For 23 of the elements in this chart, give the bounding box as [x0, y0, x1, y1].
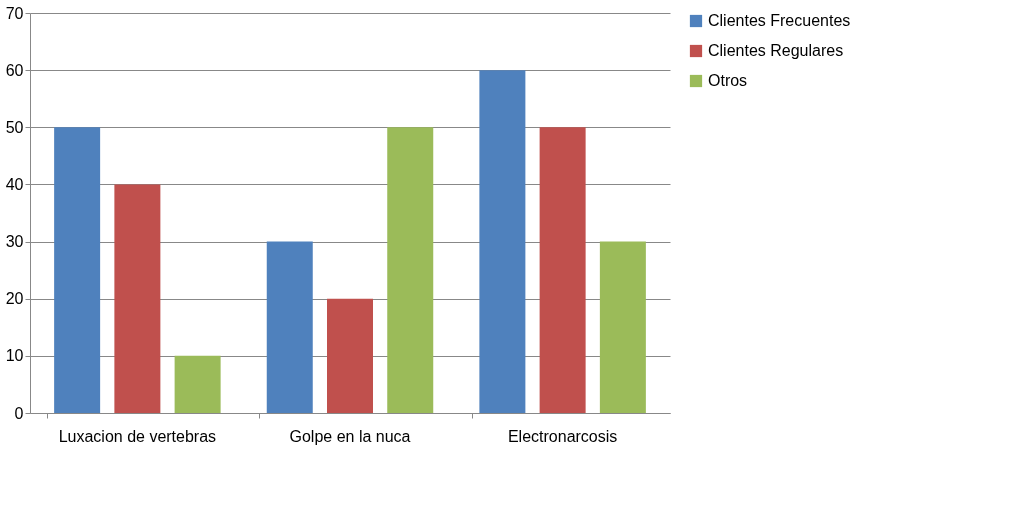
x-tick-label: Electronarcosis [507, 427, 618, 445]
bar [114, 184, 161, 413]
y-tick-label: 70 [5, 4, 24, 22]
legend-label: Clientes Frecuentes [708, 12, 851, 29]
x-tick-label: Golpe en la nuca [289, 427, 411, 445]
legend-label: Clientes Regulares [708, 42, 844, 59]
y-tick-label: 20 [5, 290, 24, 308]
y-tick-label: 10 [5, 347, 24, 365]
y-tick-label: 0 [14, 404, 24, 422]
y-tick-label: 30 [5, 233, 24, 251]
y-tick-label: 40 [5, 175, 24, 193]
bar [539, 127, 586, 413]
legend-label: Otros [708, 72, 748, 89]
x-tick-label: Luxacion de vertebras [58, 427, 217, 445]
bar [387, 127, 434, 413]
bar [599, 241, 646, 413]
bar [479, 70, 526, 413]
bar [266, 241, 313, 413]
bar [174, 355, 221, 413]
bar [54, 127, 101, 413]
y-tick-label: 60 [5, 61, 24, 79]
bar [327, 298, 373, 413]
y-tick-label: 50 [5, 118, 24, 136]
